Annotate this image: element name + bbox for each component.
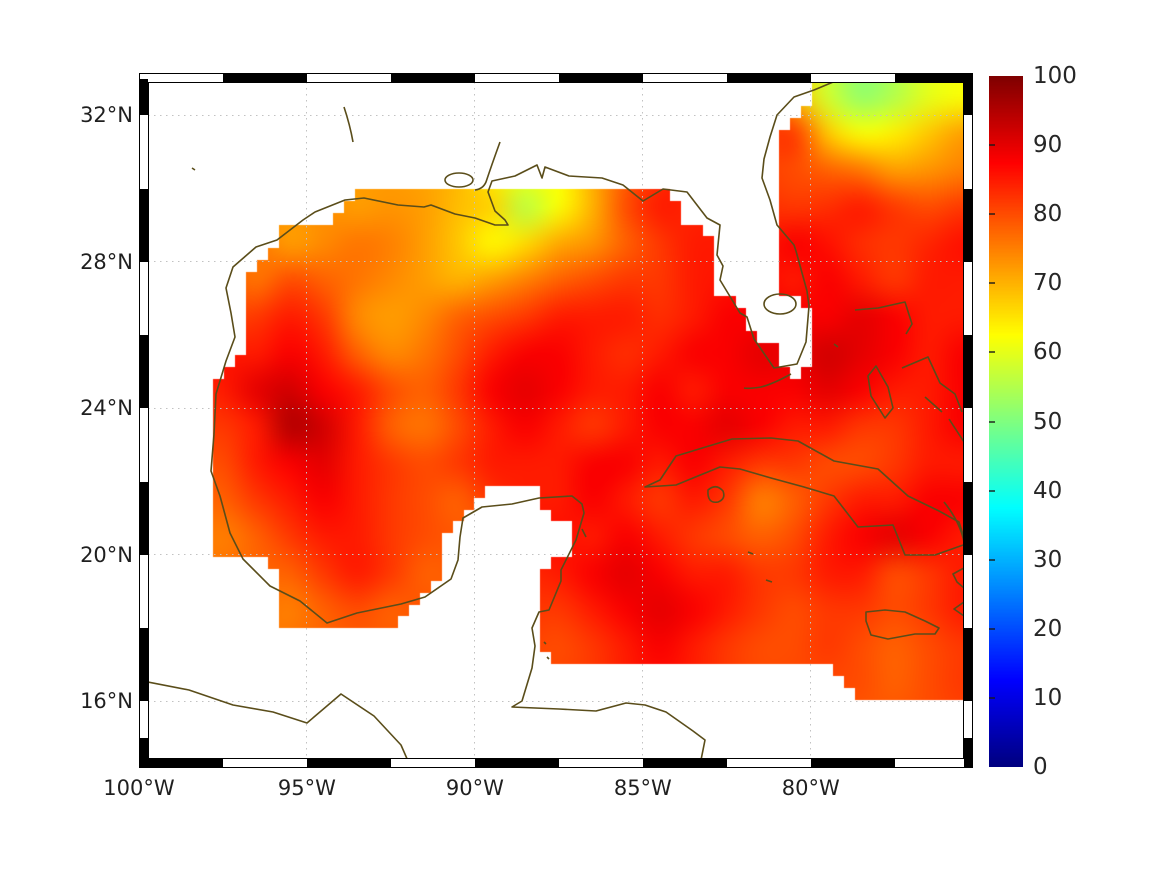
frame-segment — [139, 188, 148, 262]
y-tick-label: 20°N — [80, 542, 133, 567]
colorbar-tick-label: 100 — [1033, 63, 1077, 89]
frame-band-left — [139, 82, 148, 759]
colorbar-tick-label: 30 — [1033, 546, 1063, 573]
colorbar-tick — [989, 489, 995, 492]
frame-segment — [964, 188, 973, 262]
x-tick-label: 85°W — [613, 776, 672, 800]
frame-segment — [306, 759, 391, 768]
x-tick-label: 95°W — [277, 776, 336, 800]
y-tick-label: 32°N — [80, 103, 133, 128]
colorbar-tick — [989, 558, 995, 561]
frame-segment — [642, 759, 727, 768]
frame-outer-border — [139, 73, 973, 768]
frame-segment — [474, 759, 559, 768]
frame-segment — [558, 73, 643, 82]
frame-segment — [964, 481, 973, 555]
colorbar-tick-label: 20 — [1033, 615, 1063, 642]
colorbar-tick — [989, 351, 995, 354]
colorbar-tick — [989, 627, 995, 630]
frame-inner-border — [148, 82, 964, 759]
x-tick-label: 100°W — [103, 776, 175, 800]
frame-segment — [964, 628, 973, 702]
frame-segment — [810, 759, 895, 768]
frame-segment — [139, 738, 148, 768]
colorbar-tick — [989, 213, 995, 216]
colorbar-tick — [989, 420, 995, 423]
x-tick-label: 90°W — [445, 776, 504, 800]
frame-segment — [894, 73, 973, 82]
colorbar-tick-label: 70 — [1033, 270, 1063, 297]
colorbar-tick — [989, 696, 995, 699]
colorbar-tick-label: 80 — [1033, 201, 1063, 228]
x-tick-label: 80°W — [781, 776, 840, 800]
frame-segment — [964, 78, 973, 116]
frame-band-right — [964, 82, 973, 759]
colorbar-tick-label: 0 — [1033, 754, 1048, 780]
colorbar-tick-label: 50 — [1033, 408, 1063, 435]
frame-segment — [964, 335, 973, 409]
frame-segment — [139, 335, 148, 409]
frame-segment — [139, 759, 223, 768]
colorbar-tick-label: 60 — [1033, 339, 1063, 366]
colorbar-tick-label: 90 — [1033, 132, 1063, 159]
frame-segment — [222, 73, 307, 82]
y-tick-label: 28°N — [80, 249, 133, 274]
colorbar-tick-label: 40 — [1033, 477, 1063, 504]
frame-segment — [139, 628, 148, 702]
frame-segment — [139, 481, 148, 555]
y-tick-label: 24°N — [80, 396, 133, 421]
colorbar-tick-label: 10 — [1033, 684, 1063, 711]
frame-segment — [964, 738, 973, 768]
colorbar-tick — [989, 282, 995, 285]
frame-segment — [726, 73, 811, 82]
frame-segment — [390, 73, 475, 82]
colorbar-tick — [989, 144, 995, 147]
frame-segment — [139, 78, 148, 116]
y-tick-label: 16°N — [80, 689, 133, 714]
frame-band-top — [139, 73, 973, 82]
